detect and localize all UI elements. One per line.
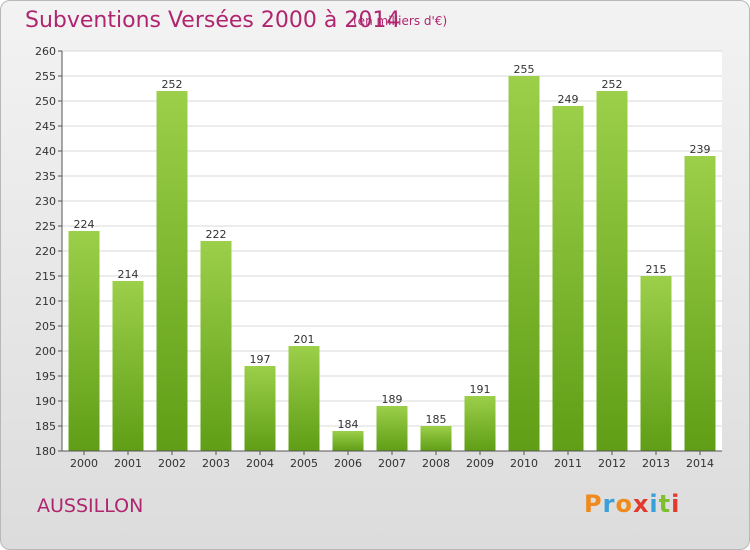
y-tick-label: 235 bbox=[35, 170, 56, 183]
x-tick-label: 2002 bbox=[158, 457, 186, 470]
x-tick-label: 2003 bbox=[202, 457, 230, 470]
logo-letter: t bbox=[658, 490, 672, 518]
y-tick-label: 210 bbox=[35, 295, 56, 308]
data-label: 252 bbox=[162, 78, 183, 91]
bar bbox=[68, 231, 100, 451]
chart-subtitle: (en milliers d'€) bbox=[353, 14, 448, 28]
x-tick-label: 2004 bbox=[246, 457, 274, 470]
bar bbox=[420, 426, 452, 451]
bar bbox=[464, 396, 496, 451]
data-label: 197 bbox=[250, 353, 271, 366]
logo-letter: P bbox=[584, 490, 603, 518]
x-tick-label: 2008 bbox=[422, 457, 450, 470]
y-tick-label: 220 bbox=[35, 245, 56, 258]
x-tick-label: 2011 bbox=[554, 457, 582, 470]
bar bbox=[376, 406, 408, 451]
x-tick-label: 2006 bbox=[334, 457, 362, 470]
bar bbox=[640, 276, 672, 451]
x-tick-label: 2010 bbox=[510, 457, 538, 470]
y-tick-label: 185 bbox=[35, 420, 56, 433]
data-label: 252 bbox=[602, 78, 623, 91]
x-tick-label: 2012 bbox=[598, 457, 626, 470]
y-tick-label: 205 bbox=[35, 320, 56, 333]
data-label: 191 bbox=[470, 383, 491, 396]
y-tick-label: 215 bbox=[35, 270, 56, 283]
x-tick-label: 2005 bbox=[290, 457, 318, 470]
y-tick-label: 200 bbox=[35, 345, 56, 358]
bar bbox=[596, 91, 628, 451]
data-label: 185 bbox=[426, 413, 447, 426]
chart-title: Subventions Versées 2000 à 2014 bbox=[25, 8, 401, 33]
logo-letter: i bbox=[671, 490, 681, 518]
logo-letter: i bbox=[649, 490, 659, 518]
x-tick-label: 2000 bbox=[70, 457, 98, 470]
y-tick-label: 190 bbox=[35, 395, 56, 408]
x-tick-label: 2014 bbox=[686, 457, 714, 470]
bar bbox=[508, 76, 540, 451]
y-tick-label: 240 bbox=[35, 145, 56, 158]
y-tick-label: 250 bbox=[35, 95, 56, 108]
bar bbox=[684, 156, 716, 451]
y-tick-label: 225 bbox=[35, 220, 56, 233]
data-label: 214 bbox=[118, 268, 139, 281]
x-tick-label: 2001 bbox=[114, 457, 142, 470]
bar bbox=[332, 431, 364, 451]
x-tick-label: 2013 bbox=[642, 457, 670, 470]
data-label: 184 bbox=[338, 418, 359, 431]
data-label: 222 bbox=[206, 228, 227, 241]
y-tick-label: 195 bbox=[35, 370, 56, 383]
logo-letter: o bbox=[615, 490, 633, 518]
x-tick-label: 2007 bbox=[378, 457, 406, 470]
bar bbox=[156, 91, 188, 451]
data-label: 224 bbox=[74, 218, 95, 231]
data-label: 215 bbox=[646, 263, 667, 276]
y-tick-label: 245 bbox=[35, 120, 56, 133]
place-name: AUSSILLON bbox=[37, 495, 144, 517]
bar bbox=[112, 281, 144, 451]
data-label: 201 bbox=[294, 333, 315, 346]
y-tick-label: 180 bbox=[35, 445, 56, 458]
logo-letter: x bbox=[632, 490, 650, 518]
x-tick-label: 2009 bbox=[466, 457, 494, 470]
proxiti-logo: Proxiti bbox=[584, 490, 680, 518]
data-label: 189 bbox=[382, 393, 403, 406]
y-tick-label: 255 bbox=[35, 70, 56, 83]
data-label: 255 bbox=[514, 63, 535, 76]
data-label: 249 bbox=[558, 93, 579, 106]
data-label: 239 bbox=[690, 143, 711, 156]
y-tick-label: 260 bbox=[35, 45, 56, 58]
logo-letter: r bbox=[602, 490, 616, 518]
bar bbox=[288, 346, 320, 451]
bar bbox=[244, 366, 276, 451]
bar bbox=[200, 241, 232, 451]
y-tick-label: 230 bbox=[35, 195, 56, 208]
bar bbox=[552, 106, 584, 451]
